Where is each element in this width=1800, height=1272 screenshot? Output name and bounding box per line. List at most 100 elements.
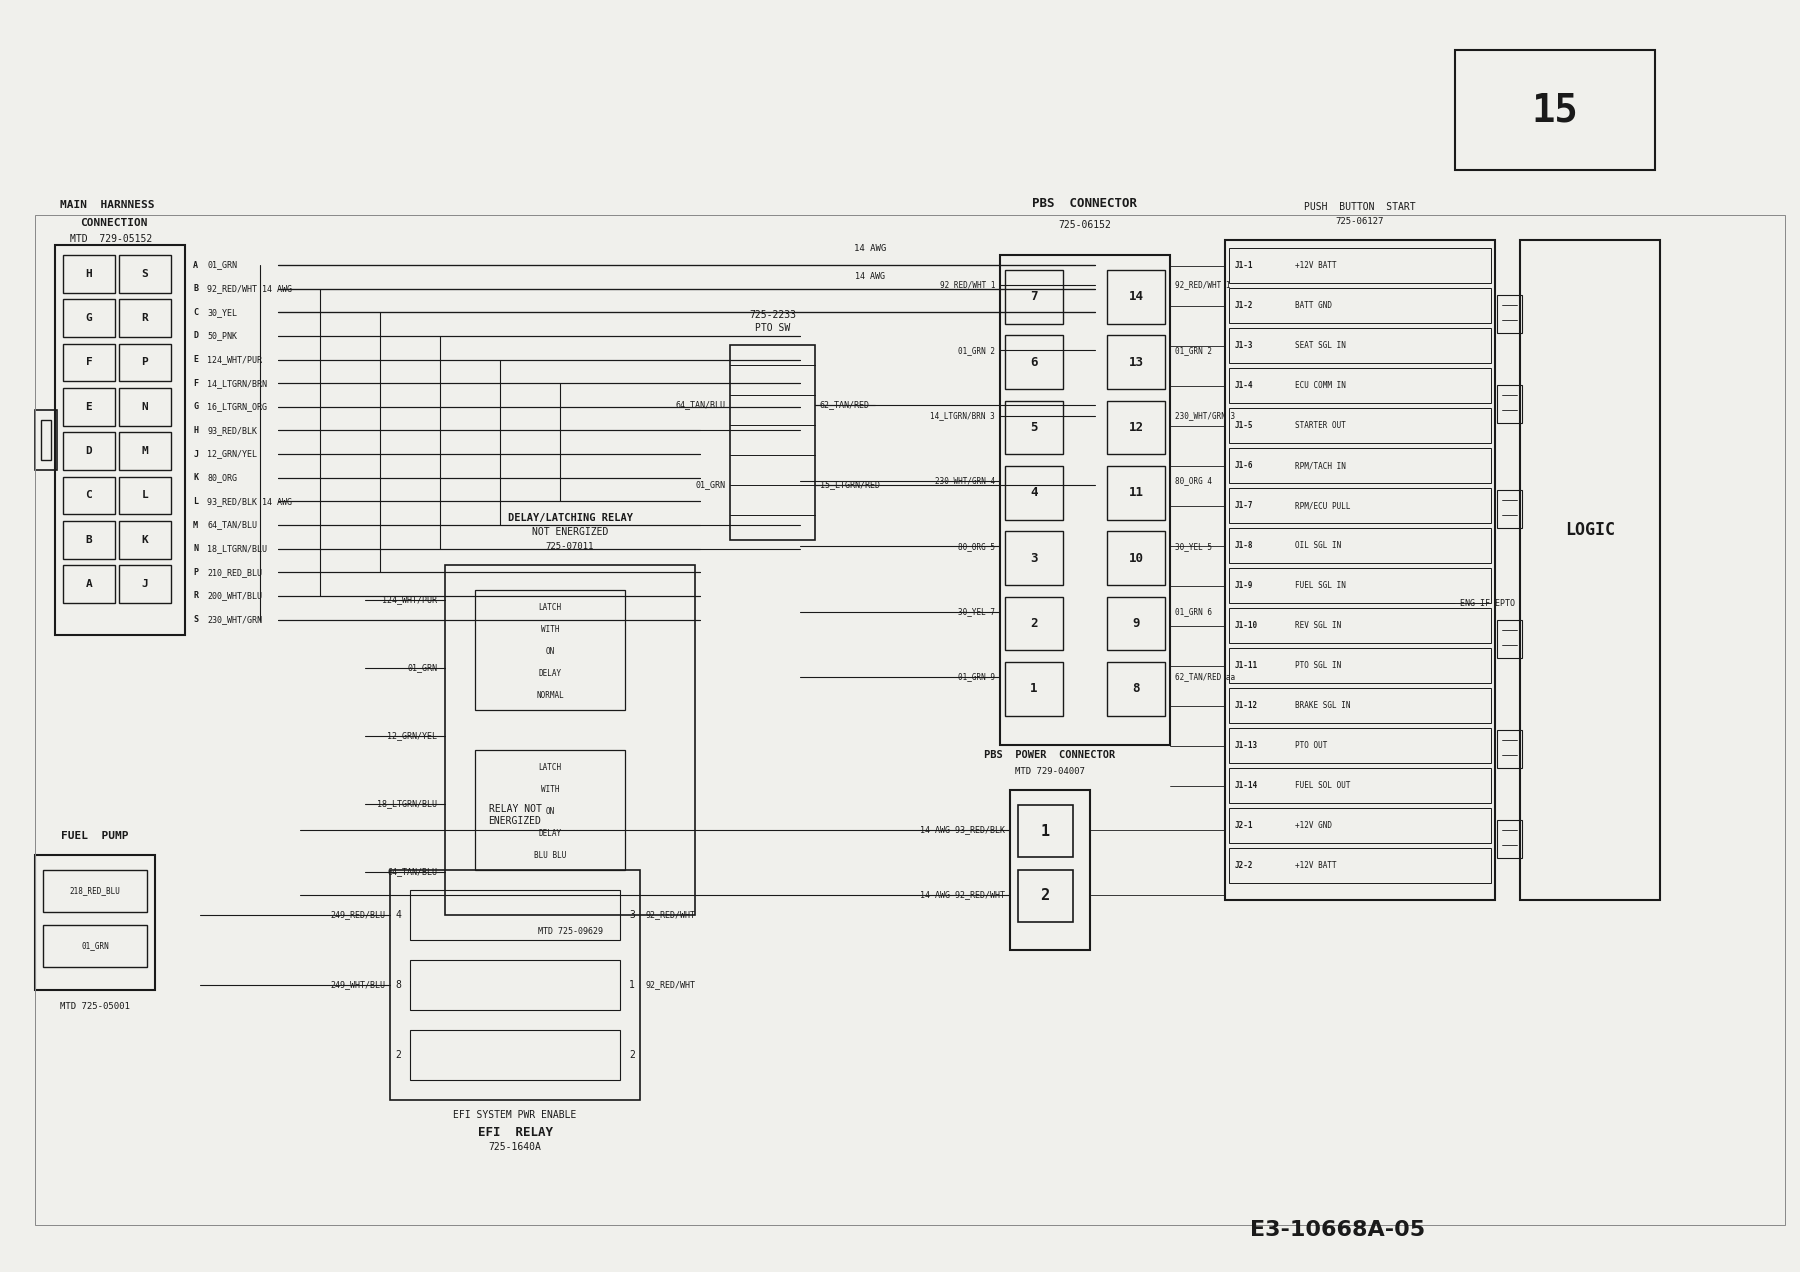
- Bar: [410, 1030, 619, 1080]
- Text: 50_PNK: 50_PNK: [207, 332, 238, 341]
- Bar: [1519, 240, 1660, 901]
- Text: 725-2233: 725-2233: [749, 310, 796, 321]
- Text: C: C: [86, 491, 92, 500]
- Text: 2: 2: [628, 1049, 635, 1060]
- Text: J: J: [142, 579, 148, 589]
- Bar: [41, 420, 50, 460]
- Text: N: N: [142, 402, 148, 412]
- Text: J1-1: J1-1: [1235, 261, 1253, 270]
- Bar: [1107, 532, 1165, 585]
- Text: J1-8: J1-8: [1235, 541, 1253, 550]
- Text: PTO SGL IN: PTO SGL IN: [1294, 661, 1341, 670]
- Bar: [34, 410, 58, 469]
- Text: J1-4: J1-4: [1235, 382, 1253, 391]
- Bar: [63, 343, 115, 382]
- Text: PBS  POWER  CONNECTOR: PBS POWER CONNECTOR: [985, 750, 1116, 759]
- Text: BRAKE SGL IN: BRAKE SGL IN: [1294, 701, 1350, 710]
- Text: J1-10: J1-10: [1235, 621, 1258, 630]
- Text: L: L: [142, 491, 148, 500]
- Bar: [1229, 688, 1490, 724]
- Text: F: F: [193, 379, 198, 388]
- Text: MTD 729-04007: MTD 729-04007: [1015, 767, 1085, 776]
- Text: 14: 14: [1129, 290, 1143, 303]
- Bar: [1004, 270, 1064, 323]
- Text: J1-14: J1-14: [1235, 781, 1258, 790]
- Text: F: F: [86, 357, 92, 368]
- Text: 4: 4: [394, 909, 401, 920]
- Text: 725-07011: 725-07011: [545, 542, 594, 551]
- Bar: [1004, 532, 1064, 585]
- Text: 93_RED/BLK 14 AWG: 93_RED/BLK 14 AWG: [207, 497, 292, 506]
- Text: 92_RED/WHT: 92_RED/WHT: [644, 911, 695, 920]
- Text: 124_WHT/PUR: 124_WHT/PUR: [207, 355, 263, 364]
- Bar: [63, 432, 115, 469]
- Text: LOGIC: LOGIC: [1564, 522, 1615, 539]
- Text: 1: 1: [628, 979, 635, 990]
- Text: BLU BLU: BLU BLU: [535, 851, 567, 860]
- Text: L: L: [193, 497, 198, 506]
- Text: 200_WHT/BLU: 200_WHT/BLU: [207, 591, 263, 600]
- Text: P: P: [193, 567, 198, 576]
- Bar: [119, 477, 171, 514]
- Bar: [1226, 240, 1496, 901]
- Text: 2: 2: [1040, 889, 1049, 903]
- Text: 80_ORG 4: 80_ORG 4: [1175, 477, 1211, 486]
- Text: 9: 9: [1132, 617, 1139, 630]
- Bar: [1004, 466, 1064, 519]
- Text: 11: 11: [1129, 486, 1143, 500]
- Bar: [1229, 328, 1490, 364]
- Text: E: E: [86, 402, 92, 412]
- Text: H: H: [86, 268, 92, 279]
- Text: K: K: [142, 534, 148, 544]
- Bar: [1229, 287, 1490, 323]
- Text: 6: 6: [1030, 356, 1039, 369]
- Text: 01_GRN: 01_GRN: [407, 664, 437, 673]
- Text: 64_TAN/BLU: 64_TAN/BLU: [387, 868, 437, 876]
- Text: J1-2: J1-2: [1235, 301, 1253, 310]
- Text: 18_LTGRN/BLU: 18_LTGRN/BLU: [376, 800, 437, 809]
- Text: D: D: [86, 446, 92, 457]
- Text: LATCH: LATCH: [538, 603, 562, 613]
- Text: +12V BATT: +12V BATT: [1294, 261, 1337, 270]
- Text: J: J: [193, 449, 198, 459]
- Bar: [34, 215, 1786, 1225]
- Text: 1: 1: [1030, 682, 1039, 696]
- Text: 249_WHT/BLU: 249_WHT/BLU: [329, 981, 385, 990]
- Text: MAIN  HARNNESS: MAIN HARNNESS: [59, 200, 155, 210]
- Text: 725-1640A: 725-1640A: [488, 1142, 542, 1152]
- Text: K: K: [193, 473, 198, 482]
- Text: REV SGL IN: REV SGL IN: [1294, 621, 1341, 630]
- Text: 3: 3: [628, 909, 635, 920]
- Bar: [1107, 597, 1165, 650]
- Text: A: A: [193, 261, 198, 270]
- Text: 30_YEL: 30_YEL: [207, 308, 238, 317]
- Text: 725-06152: 725-06152: [1058, 220, 1111, 230]
- Text: 14_LTGRN/BRN: 14_LTGRN/BRN: [207, 379, 266, 388]
- Text: 14 AWG 92_RED/WHT: 14 AWG 92_RED/WHT: [920, 890, 1004, 899]
- Text: EFI SYSTEM PWR ENABLE: EFI SYSTEM PWR ENABLE: [454, 1110, 576, 1121]
- Text: 80_ORG: 80_ORG: [207, 473, 238, 482]
- Bar: [63, 565, 115, 603]
- Text: 62_TAN/RED: 62_TAN/RED: [821, 401, 869, 410]
- Bar: [63, 388, 115, 426]
- Bar: [1229, 248, 1490, 284]
- Bar: [119, 343, 171, 382]
- Bar: [391, 870, 641, 1100]
- Text: 01_GRN: 01_GRN: [695, 481, 725, 490]
- Bar: [63, 254, 115, 293]
- Text: B: B: [86, 534, 92, 544]
- Bar: [1498, 730, 1523, 768]
- Text: M: M: [142, 446, 148, 457]
- Text: 12_GRN/YEL: 12_GRN/YEL: [387, 731, 437, 740]
- Text: 12_GRN/YEL: 12_GRN/YEL: [207, 449, 257, 459]
- Bar: [63, 477, 115, 514]
- Text: ON: ON: [545, 808, 554, 817]
- Text: 14 AWG 93_RED/BLK: 14 AWG 93_RED/BLK: [920, 826, 1004, 834]
- Text: — ENG IF EPTO: — ENG IF EPTO: [1451, 599, 1516, 608]
- Bar: [1229, 647, 1490, 683]
- Text: 230_WHT/GRN 4: 230_WHT/GRN 4: [934, 477, 995, 486]
- Text: ECU COMM IN: ECU COMM IN: [1294, 382, 1346, 391]
- Bar: [1019, 870, 1073, 922]
- Text: RELAY NOT
ENERGIZED: RELAY NOT ENERGIZED: [488, 804, 542, 826]
- Text: FUEL  PUMP: FUEL PUMP: [61, 831, 130, 841]
